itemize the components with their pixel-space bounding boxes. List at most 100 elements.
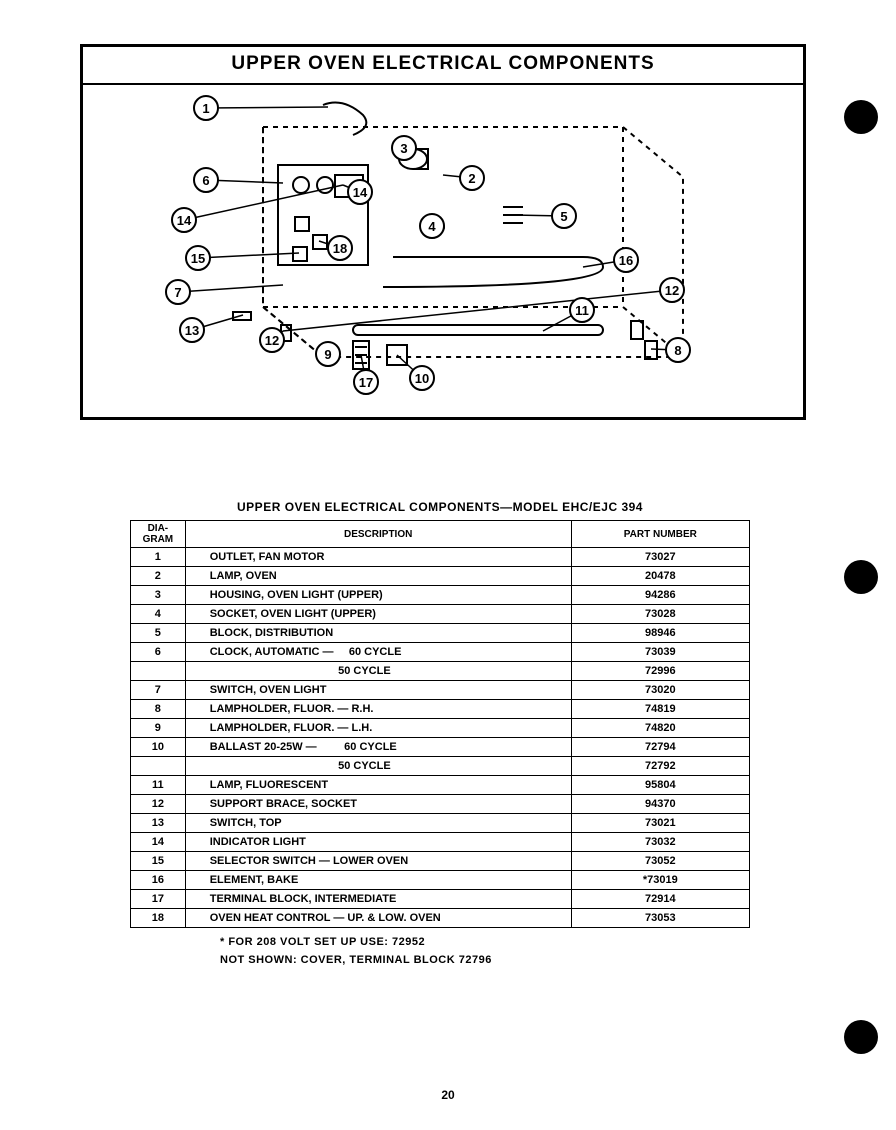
table-row: 13SWITCH, TOP73021 — [131, 814, 750, 833]
cell-description: BALLAST 20-25W — 60 CYCLE — [185, 738, 571, 757]
cell-diagram: 8 — [131, 700, 186, 719]
callout-7: 7 — [165, 279, 191, 305]
table-row: 3HOUSING, OVEN LIGHT (UPPER)94286 — [131, 586, 750, 605]
table-row: 18OVEN HEAT CONTROL — UP. & LOW. OVEN730… — [131, 909, 750, 928]
cell-diagram: 16 — [131, 871, 186, 890]
cell-description: LAMP, OVEN — [185, 567, 571, 586]
cell-description: CLOCK, AUTOMATIC — 60 CYCLE — [185, 643, 571, 662]
callout-18: 18 — [327, 235, 353, 261]
cell-partnumber: 94286 — [571, 586, 749, 605]
callout-13: 13 — [179, 317, 205, 343]
callout-2: 2 — [459, 165, 485, 191]
punch-hole — [844, 560, 878, 594]
cell-diagram — [131, 757, 186, 776]
cell-diagram: 18 — [131, 909, 186, 928]
page: UPPER OVEN ELECTRICAL COMPONENTS — [0, 0, 896, 1130]
cell-partnumber: 74820 — [571, 719, 749, 738]
cell-partnumber: 72794 — [571, 738, 749, 757]
cell-partnumber: 74819 — [571, 700, 749, 719]
table-row: 7SWITCH, OVEN LIGHT73020 — [131, 681, 750, 700]
callout-5: 5 — [551, 203, 577, 229]
diagram-frame: UPPER OVEN ELECTRICAL COMPONENTS — [80, 44, 806, 420]
table-row: 8LAMPHOLDER, FLUOR. — R.H.74819 — [131, 700, 750, 719]
cell-diagram: 7 — [131, 681, 186, 700]
col-header-description: DESCRIPTION — [185, 521, 571, 548]
cell-partnumber: 73039 — [571, 643, 749, 662]
cell-diagram: 9 — [131, 719, 186, 738]
cell-partnumber: 73028 — [571, 605, 749, 624]
table-row: 2LAMP, OVEN20478 — [131, 567, 750, 586]
cell-description: SWITCH, TOP — [185, 814, 571, 833]
cell-description: 50 CYCLE — [185, 757, 571, 776]
cell-partnumber: *73019 — [571, 871, 749, 890]
cell-description: LAMP, FLUORESCENT — [185, 776, 571, 795]
parts-table-title: UPPER OVEN ELECTRICAL COMPONENTS—MODEL E… — [130, 500, 750, 514]
cell-description: OUTLET, FAN MOTOR — [185, 548, 571, 567]
cell-description: TERMINAL BLOCK, INTERMEDIATE — [185, 890, 571, 909]
cell-description: SOCKET, OVEN LIGHT (UPPER) — [185, 605, 571, 624]
callout-15: 15 — [185, 245, 211, 271]
callout-17: 17 — [353, 369, 379, 395]
diagram-area: 1362141445181516713129111217108 — [83, 87, 803, 413]
punch-hole — [844, 1020, 878, 1054]
cell-diagram: 15 — [131, 852, 186, 871]
cell-description: BLOCK, DISTRIBUTION — [185, 624, 571, 643]
cell-description: INDICATOR LIGHT — [185, 833, 571, 852]
table-row: 16ELEMENT, BAKE*73019 — [131, 871, 750, 890]
table-row: 1OUTLET, FAN MOTOR73027 — [131, 548, 750, 567]
title-rule — [83, 83, 803, 85]
callout-9: 9 — [315, 341, 341, 367]
callout-12: 12 — [659, 277, 685, 303]
cell-description: SELECTOR SWITCH — LOWER OVEN — [185, 852, 571, 871]
cell-description: LAMPHOLDER, FLUOR. — L.H. — [185, 719, 571, 738]
table-row: 15SELECTOR SWITCH — LOWER OVEN73052 — [131, 852, 750, 871]
cell-partnumber: 73020 — [571, 681, 749, 700]
parts-table: DIA- GRAM DESCRIPTION PART NUMBER 1OUTLE… — [130, 520, 750, 928]
cell-diagram: 1 — [131, 548, 186, 567]
cell-description: ELEMENT, BAKE — [185, 871, 571, 890]
cell-diagram: 5 — [131, 624, 186, 643]
cell-diagram: 3 — [131, 586, 186, 605]
diagram-title: UPPER OVEN ELECTRICAL COMPONENTS — [83, 53, 803, 75]
cell-diagram: 10 — [131, 738, 186, 757]
cell-diagram — [131, 662, 186, 681]
cell-partnumber: 72792 — [571, 757, 749, 776]
callout-14: 14 — [171, 207, 197, 233]
callout-14: 14 — [347, 179, 373, 205]
cell-description: SWITCH, OVEN LIGHT — [185, 681, 571, 700]
cell-partnumber: 94370 — [571, 795, 749, 814]
page-number: 20 — [0, 1088, 896, 1102]
cell-description: SUPPORT BRACE, SOCKET — [185, 795, 571, 814]
callout-11: 11 — [569, 297, 595, 323]
table-row: 50 CYCLE72996 — [131, 662, 750, 681]
cell-partnumber: 73027 — [571, 548, 749, 567]
cell-diagram: 2 — [131, 567, 186, 586]
cell-partnumber: 73021 — [571, 814, 749, 833]
footnote-208v: * FOR 208 VOLT SET UP USE: 72952 — [220, 936, 425, 948]
callout-4: 4 — [419, 213, 445, 239]
cell-diagram: 17 — [131, 890, 186, 909]
cell-description: OVEN HEAT CONTROL — UP. & LOW. OVEN — [185, 909, 571, 928]
table-row: 10BALLAST 20-25W — 60 CYCLE72794 — [131, 738, 750, 757]
callout-12: 12 — [259, 327, 285, 353]
table-header-row: DIA- GRAM DESCRIPTION PART NUMBER — [131, 521, 750, 548]
callout-1: 1 — [193, 95, 219, 121]
callout-10: 10 — [409, 365, 435, 391]
cell-partnumber: 73032 — [571, 833, 749, 852]
table-row: 9LAMPHOLDER, FLUOR. — L.H.74820 — [131, 719, 750, 738]
table-row: 50 CYCLE72792 — [131, 757, 750, 776]
cell-partnumber: 98946 — [571, 624, 749, 643]
callout-3: 3 — [391, 135, 417, 161]
cell-partnumber: 95804 — [571, 776, 749, 795]
cell-partnumber: 20478 — [571, 567, 749, 586]
cell-description: HOUSING, OVEN LIGHT (UPPER) — [185, 586, 571, 605]
callout-16: 16 — [613, 247, 639, 273]
cell-partnumber: 73052 — [571, 852, 749, 871]
footnote-notshown: NOT SHOWN: COVER, TERMINAL BLOCK 72796 — [220, 954, 492, 966]
table-row: 4SOCKET, OVEN LIGHT (UPPER)73028 — [131, 605, 750, 624]
table-row: 17TERMINAL BLOCK, INTERMEDIATE72914 — [131, 890, 750, 909]
cell-partnumber: 72914 — [571, 890, 749, 909]
cell-diagram: 12 — [131, 795, 186, 814]
cell-diagram: 13 — [131, 814, 186, 833]
cell-diagram: 14 — [131, 833, 186, 852]
